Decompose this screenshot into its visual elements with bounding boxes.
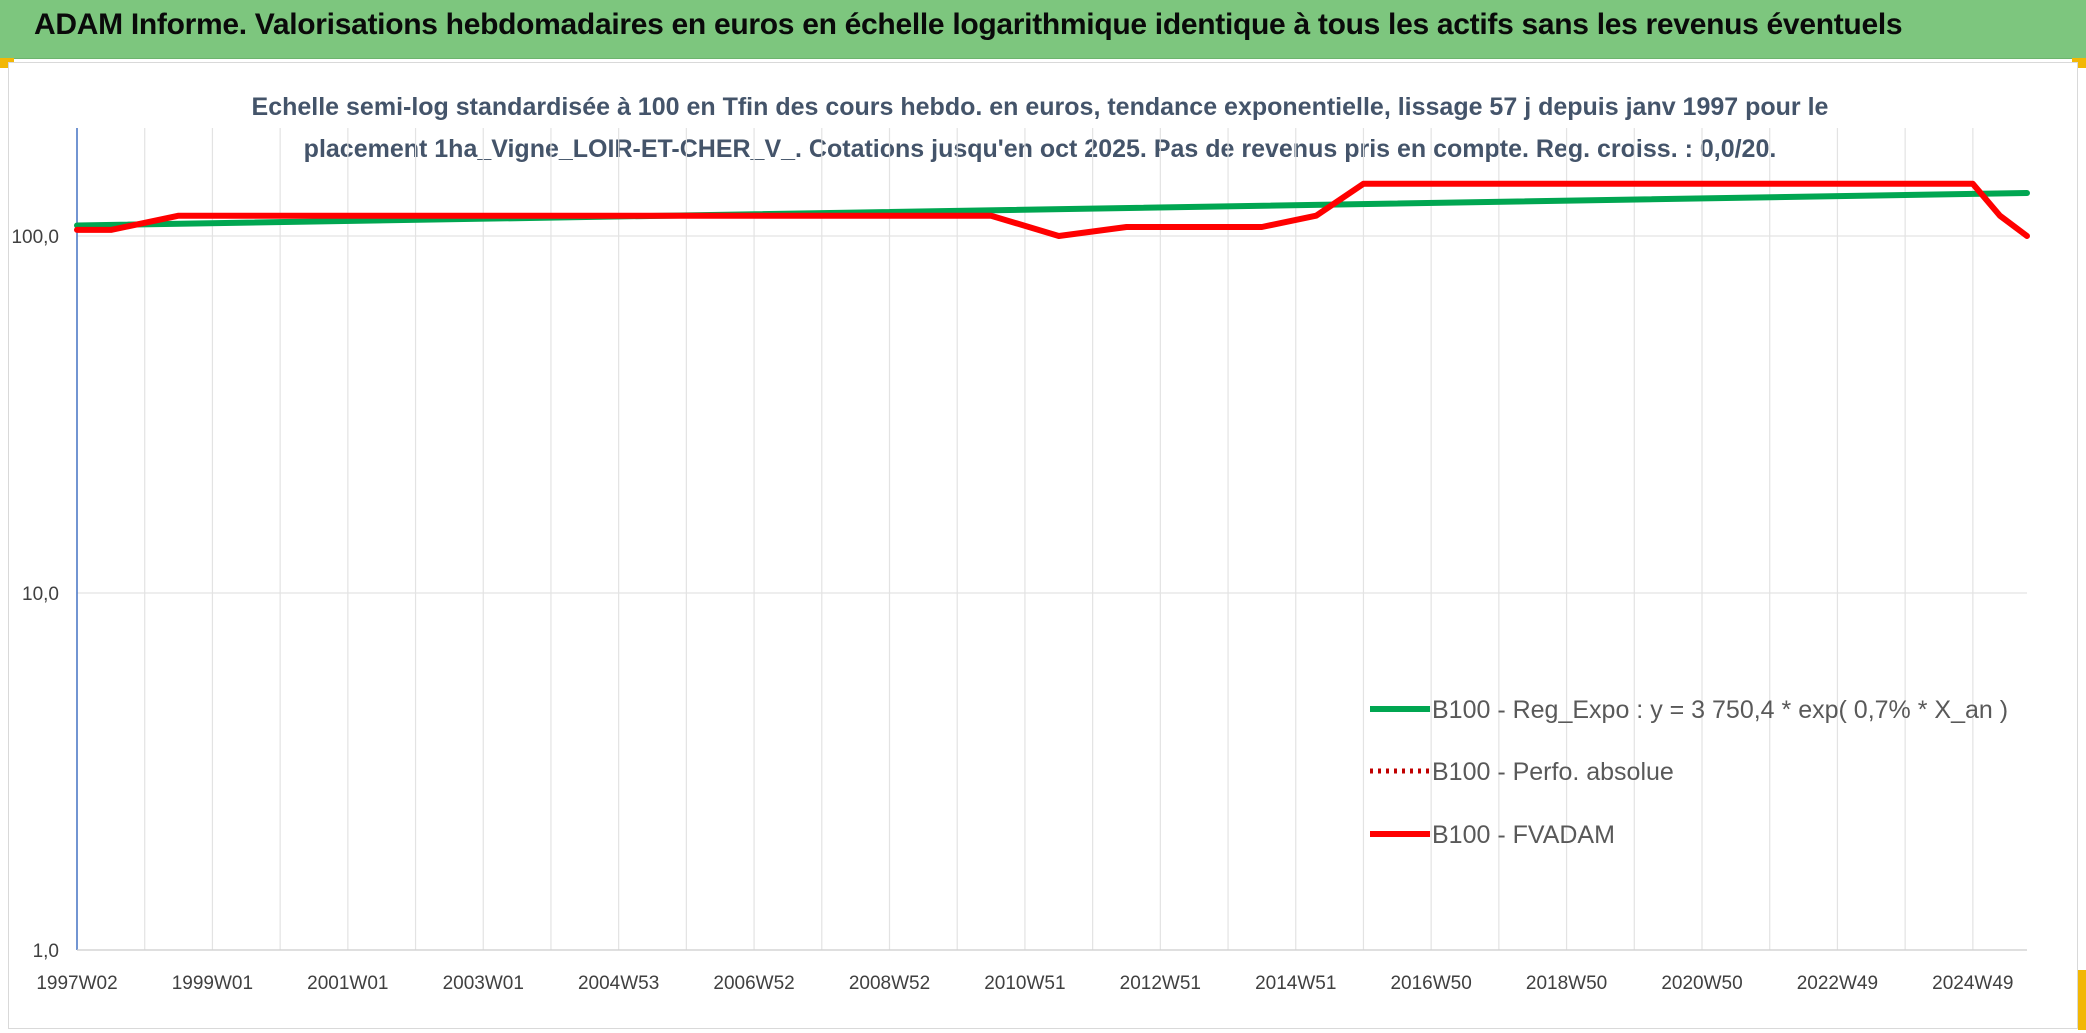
chart-title: Echelle semi-log standardisée à 100 en T… bbox=[251, 93, 1829, 163]
header-band: ADAM Informe. Valorisations hebdomadaire… bbox=[0, 0, 2086, 59]
x-tick-label: 2008W52 bbox=[849, 973, 930, 994]
legend-label: B100 - Reg_Expo : y = 3 750,4 * exp( 0,7… bbox=[1432, 696, 2008, 724]
y-tick-label: 1,0 bbox=[33, 941, 59, 962]
legend-label: B100 - Perfo. absolue bbox=[1432, 758, 1674, 786]
x-tick-label: 2003W01 bbox=[443, 973, 524, 994]
x-tick-label: 1997W02 bbox=[36, 973, 117, 994]
page-title: ADAM Informe. Valorisations hebdomadaire… bbox=[34, 8, 1903, 41]
y-tick-label: 100,0 bbox=[11, 227, 59, 248]
corner-accent-top-right bbox=[2072, 58, 2086, 68]
series-line bbox=[74, 190, 2030, 229]
x-tick-label: 2006W52 bbox=[713, 973, 794, 994]
x-tick-label: 2016W50 bbox=[1390, 973, 1471, 994]
series-line bbox=[74, 180, 2030, 239]
x-tick-label: 2020W50 bbox=[1661, 973, 1742, 994]
x-tick-label: 2010W51 bbox=[984, 973, 1065, 994]
legend-label: B100 - FVADAM bbox=[1432, 821, 1615, 849]
corner-accent-bottom-right bbox=[2078, 970, 2086, 1030]
x-tick-label: 2014W51 bbox=[1255, 973, 1336, 994]
corner-accent-top-left bbox=[0, 58, 14, 68]
x-tick-label: 1999W01 bbox=[172, 973, 253, 994]
chart-frame bbox=[8, 62, 2078, 1029]
x-tick-label: 2001W01 bbox=[307, 973, 388, 994]
x-tick-label: 2004W53 bbox=[578, 973, 659, 994]
x-tick-label: 2022W49 bbox=[1797, 973, 1878, 994]
y-tick-label: 10,0 bbox=[22, 584, 59, 605]
x-tick-label: 2024W49 bbox=[1932, 973, 2013, 994]
x-tick-label: 2018W50 bbox=[1526, 973, 1607, 994]
x-tick-label: 2012W51 bbox=[1120, 973, 1201, 994]
